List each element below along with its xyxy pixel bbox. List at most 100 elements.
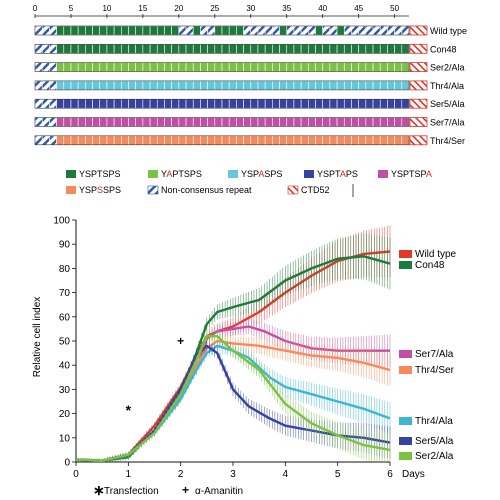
repeat-block [142,80,151,91]
construct-outline [34,62,410,72]
repeat-block [401,135,410,146]
ruler-tick-label: 0 [33,4,38,13]
repeat-block [113,135,122,146]
transfection-label: Transfection [104,486,159,497]
repeat-block [214,135,223,146]
repeat-block [272,98,280,109]
repeat-block [272,135,280,146]
ctd52-block [409,80,428,91]
repeat-legend-item: YSPTSPS [66,169,121,179]
repeat-block [236,98,244,109]
repeat-block [192,25,201,36]
repeat-block [264,98,273,109]
repeat-block [113,80,122,91]
line-legend-swatch [399,250,412,258]
repeat-block [329,135,338,146]
repeat-block [185,98,194,109]
repeat-block [250,80,259,91]
repeat-block [315,98,323,109]
repeat-block [279,43,288,54]
y-tick-label: 90 [59,240,71,251]
repeat-block [56,43,65,54]
repeat-block [343,117,352,127]
repeat-block [394,98,403,109]
repeat-block [85,25,93,36]
x-tick-label: 0 [73,469,79,480]
repeat-block [85,98,93,109]
line-legend-swatch [399,366,412,374]
repeat-block [207,117,216,127]
repeat-block [365,62,374,72]
repeat-block [379,43,388,54]
repeat-block [142,43,151,54]
repeat-block [221,135,230,146]
repeat-block [99,62,108,72]
repeat-block [185,135,194,146]
repeat-block [286,98,295,109]
repeat-block [228,43,237,54]
repeat-block [207,135,216,146]
x-tick-label: 3 [230,469,236,480]
repeat-block [106,80,115,91]
repeat-legend-label: Non-consensus repeat [161,185,252,195]
repeat-block [214,25,223,36]
construct-label: Wild type [430,26,467,36]
repeat-block [185,43,194,54]
cell-index-chart: Relative cell index 01020304050607080901… [32,216,457,481]
y-tick-label: 0 [64,458,70,469]
repeat-block [128,62,136,72]
construct-row: Thr4/Ser [34,135,465,146]
repeat-block [343,62,352,72]
amanitin-plus-icon: + [182,483,189,497]
repeat-block [63,62,72,72]
repeat-block [178,62,187,72]
repeat-block [387,25,395,36]
repeat-block [207,98,216,109]
repeat-block [85,62,93,72]
repeat-block [257,62,266,72]
repeat-block [34,25,43,36]
x-axis: 0 1 2 3 4 5 6 Days [73,461,425,480]
construct-outline [34,80,410,91]
repeat-block [365,80,374,91]
repeat-block [164,25,172,36]
construct-rows: Wild type Con48 Ser2/Ala Thr4/Ala Ser5/Ala Se… [34,25,467,146]
line-legend-swatch [399,261,412,269]
ruler-tick-label: 20 [174,4,183,13]
repeat-block [56,25,65,36]
repeat-block [77,98,86,109]
repeat-block [236,25,244,36]
x-tick-label: 5 [335,469,341,480]
repeat-block [200,62,208,72]
repeat-block [192,80,201,91]
repeat-block [156,135,165,146]
amanitin-label: α-Amanitin [195,486,243,497]
repeat-block [41,117,50,127]
repeat-block [322,80,331,91]
repeat-block [85,43,93,54]
repeat-block [41,80,50,91]
line-legend-item: Ser5/Ala [399,436,454,447]
y-tick-label: 30 [59,385,71,396]
repeat-block [286,80,295,91]
repeat-block [99,25,108,36]
repeat-block [264,43,273,54]
repeat-block [34,135,43,146]
repeat-block [192,62,201,72]
repeat-block [135,135,144,146]
repeat-block [351,25,359,36]
construct-outline [34,43,410,54]
repeat-block [113,62,122,72]
repeat-block [171,25,180,36]
repeat-block [250,25,259,36]
repeat-block [394,43,403,54]
y-tick-label: 20 [59,409,71,420]
repeat-block [178,117,187,127]
repeat-block [279,135,288,146]
repeat-block [70,62,79,72]
repeat-block [293,43,302,54]
repeat-block [236,117,244,127]
repeat-block [372,117,381,127]
repeat-block [135,80,144,91]
repeat-block [77,25,86,36]
